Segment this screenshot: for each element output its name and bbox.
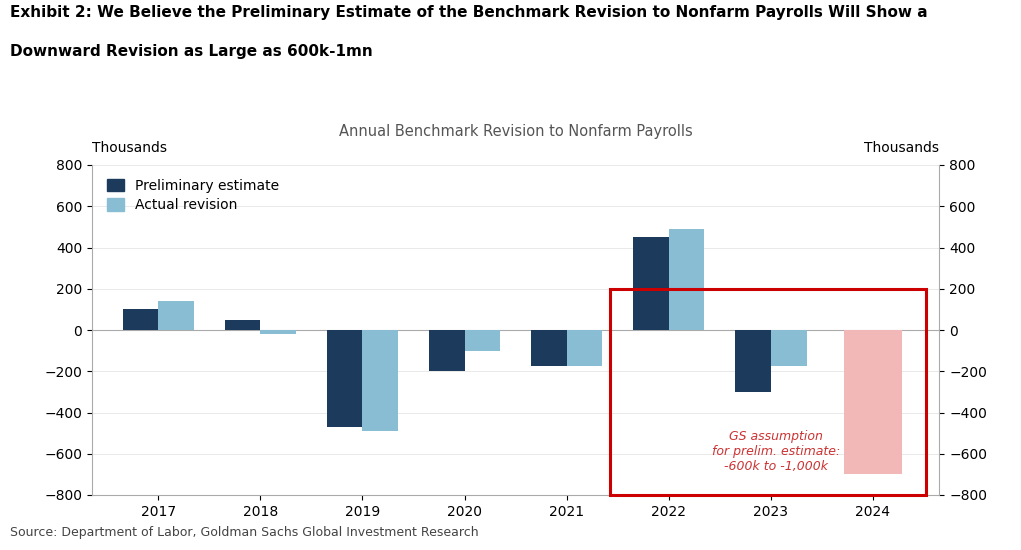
Bar — [225, 320, 260, 330]
Text: GS assumption
for prelim. estimate:
-600k to -1,000k: GS assumption for prelim. estimate: -600… — [712, 430, 840, 473]
Text: Downward Revision as Large as 600k-1mn: Downward Revision as Large as 600k-1mn — [10, 44, 373, 59]
Text: Thousands: Thousands — [865, 141, 939, 155]
Bar — [669, 229, 704, 330]
Bar — [567, 330, 602, 366]
Legend: Preliminary estimate, Actual revision: Preliminary estimate, Actual revision — [107, 179, 279, 212]
Bar — [633, 237, 669, 330]
Bar — [610, 289, 926, 495]
Bar — [123, 309, 158, 330]
Text: Thousands: Thousands — [92, 141, 166, 155]
Text: Annual Benchmark Revision to Nonfarm Payrolls: Annual Benchmark Revision to Nonfarm Pay… — [339, 124, 692, 139]
Text: Exhibit 2: We Believe the Preliminary Estimate of the Benchmark Revision to Nonf: Exhibit 2: We Believe the Preliminary Es… — [10, 6, 928, 20]
Bar — [260, 330, 296, 334]
Bar — [844, 330, 902, 474]
Bar — [158, 301, 194, 330]
Text: Source: Department of Labor, Goldman Sachs Global Investment Research: Source: Department of Labor, Goldman Sac… — [10, 526, 479, 539]
Bar — [465, 330, 500, 351]
Bar — [362, 330, 398, 431]
Bar — [429, 330, 465, 371]
Bar — [771, 330, 807, 366]
Bar — [531, 330, 567, 366]
Bar — [735, 330, 771, 392]
Bar — [327, 330, 362, 427]
